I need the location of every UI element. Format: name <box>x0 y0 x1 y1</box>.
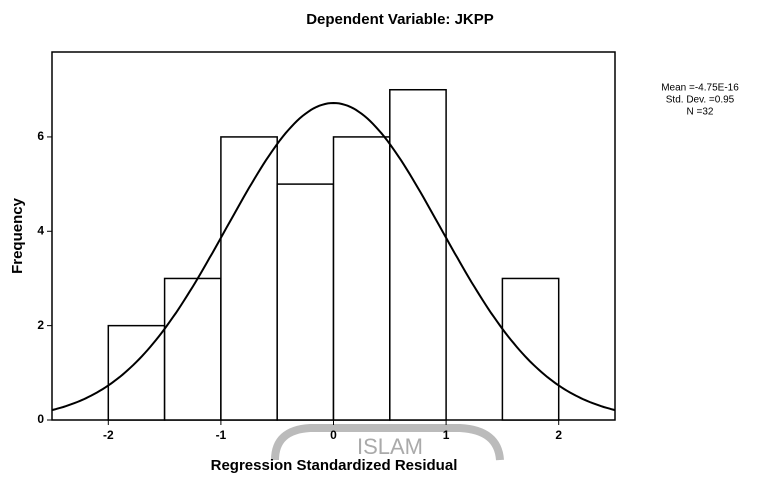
y-tick-label: 4 <box>37 223 44 237</box>
bar <box>332 136 391 421</box>
watermark-arc <box>271 424 504 461</box>
y-tick-label: 6 <box>37 129 44 143</box>
bar <box>501 277 560 421</box>
bar <box>276 183 335 421</box>
chart-title: Dependent Variable: JKPP <box>306 11 494 28</box>
stat-n: N =32 <box>687 107 714 118</box>
bar <box>107 324 166 421</box>
x-tick-label: -1 <box>216 428 227 442</box>
y-tick-label: 0 <box>37 412 44 426</box>
normal-curve <box>51 101 616 412</box>
x-axis-label: Regression Standardized Residual <box>211 457 458 474</box>
bar <box>389 88 447 421</box>
x-tick-label: 0 <box>330 428 337 442</box>
y-tick-label: 2 <box>37 318 44 332</box>
x-tick-label: -2 <box>103 428 114 442</box>
y-axis-label: Frequency <box>9 197 26 274</box>
watermark: ISLAM <box>357 434 423 459</box>
bar <box>163 277 222 421</box>
x-tick-label: 1 <box>443 428 450 442</box>
stat-mean: Mean =-4.75E-16 <box>661 83 739 94</box>
stat-sd: Std. Dev. =0.95 <box>666 95 735 106</box>
bar <box>220 136 278 421</box>
x-tick-label: 2 <box>555 428 562 442</box>
